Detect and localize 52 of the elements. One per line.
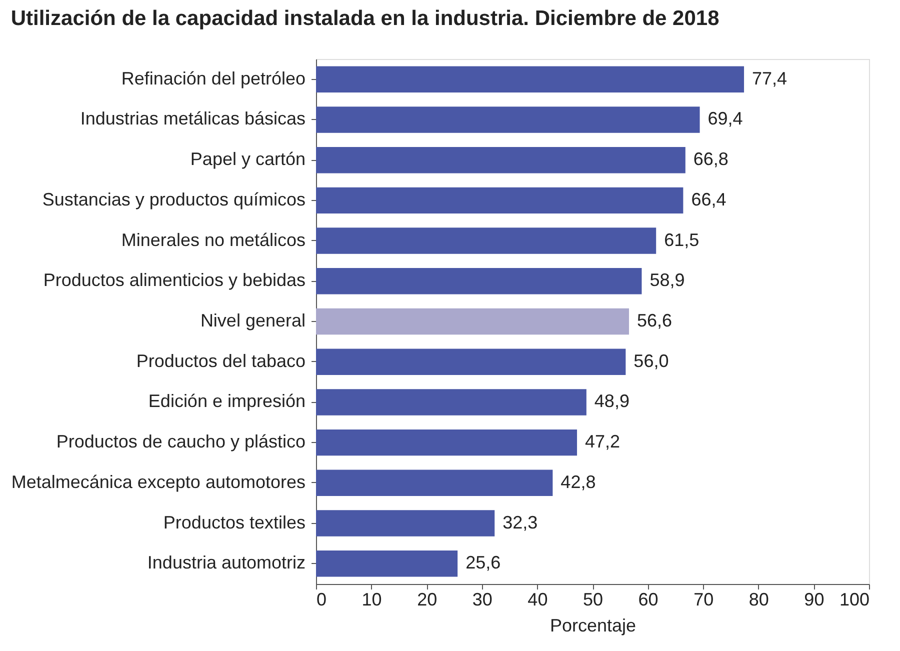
x-tick-label: 0	[316, 590, 327, 610]
x-tick-label: 70	[694, 590, 714, 610]
x-tick-label: 50	[582, 590, 604, 610]
bar	[316, 187, 684, 214]
x-tick-label: 30	[472, 590, 492, 610]
y-tick-label: Nivel general	[200, 310, 306, 330]
y-tick-label: Sustancias y productos químicos	[42, 189, 306, 210]
data-label: 25,6	[466, 552, 501, 573]
bar	[316, 510, 495, 536]
y-tick-label: Papel y cartón	[190, 149, 306, 170]
data-label: 32,3	[502, 512, 538, 532]
y-tick-label: Minerales no metálicos	[121, 230, 306, 250]
x-axis-title: Porcentaje	[550, 616, 636, 636]
y-tick-label: Edición e impresión	[148, 391, 306, 412]
bar	[316, 348, 626, 375]
y-tick-label: Industrias metálicas básicas	[80, 108, 306, 129]
y-tick-label: Productos de caucho y plástico	[56, 432, 306, 452]
x-tick-label: 40	[528, 590, 548, 610]
data-label: 42,8	[560, 472, 596, 492]
bar	[316, 470, 553, 496]
x-tick-label: 60	[638, 590, 658, 610]
y-tick-label: Industria automotriz	[147, 552, 306, 573]
bar	[316, 106, 700, 133]
data-label: 48,9	[594, 391, 630, 412]
y-tick-label: Productos textiles	[163, 512, 306, 532]
bar	[316, 66, 744, 92]
data-label: 69,4	[708, 108, 743, 129]
y-tick-label: Productos del tabaco	[136, 350, 306, 371]
x-tick-label: 20	[417, 590, 438, 610]
y-tick-label: Refinación del petróleo	[121, 68, 306, 88]
x-tick-label: 90	[804, 590, 824, 610]
bar	[316, 429, 578, 456]
data-label: 58,9	[650, 270, 685, 290]
bar	[316, 308, 629, 335]
x-tick-label: 10	[362, 590, 382, 610]
data-label: 66,8	[693, 149, 728, 170]
bar	[316, 550, 458, 577]
x-tick-label: 80	[748, 590, 769, 610]
y-tick-label: Metalmecánica excepto automotores	[11, 472, 306, 492]
bar	[316, 228, 656, 254]
bar	[316, 268, 642, 294]
bar	[316, 389, 586, 416]
bar	[316, 146, 686, 174]
chart-title: Utilización de la capacidad instalada en la industria. Diciembre de 2018	[10, 7, 720, 30]
data-label: 66,4	[691, 189, 726, 210]
data-label: 56,0	[634, 350, 669, 371]
data-label: 47,2	[585, 432, 620, 452]
x-tick-label: 100	[839, 590, 870, 610]
y-tick-label: Productos alimenticios y bebidas	[43, 270, 306, 290]
data-label: 56,6	[637, 310, 672, 330]
data-label: 77,4	[752, 68, 788, 88]
data-label: 61,5	[664, 230, 700, 250]
